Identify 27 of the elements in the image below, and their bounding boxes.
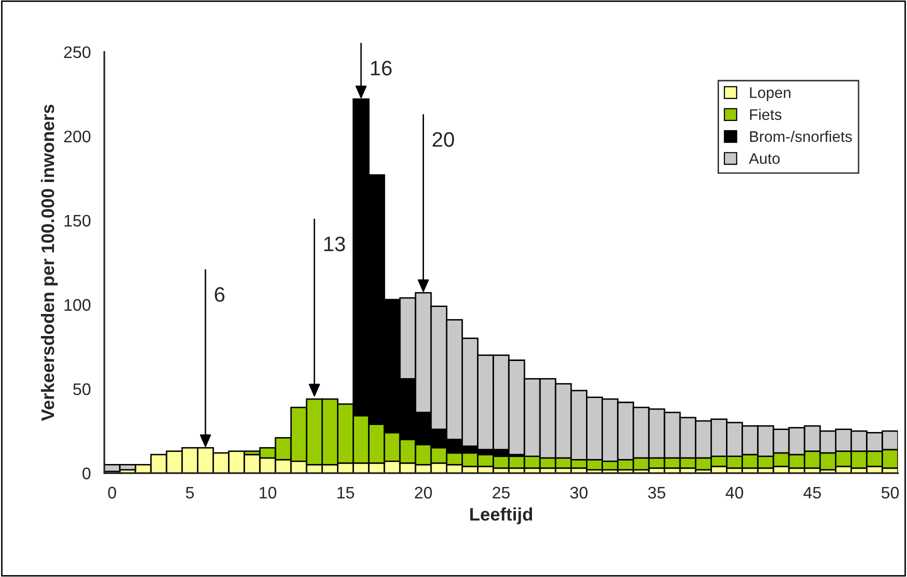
y-tick-label: 0 xyxy=(82,468,90,480)
legend-label: Brom-/snorfiets xyxy=(750,130,852,142)
y-axis-title: Verkeersdoden per 100.000 inwoners xyxy=(40,104,58,421)
legend-label: Lopen xyxy=(750,87,790,102)
x-tick-label: 25 xyxy=(492,486,510,499)
y-tick-label: 150 xyxy=(64,214,90,227)
y-tick-label: 250 xyxy=(64,46,90,58)
y-tick-label: 50 xyxy=(73,383,90,396)
y-tick-label: 100 xyxy=(64,299,90,311)
x-tick-label: 15 xyxy=(338,486,354,499)
x-tick-label: 45 xyxy=(803,486,821,499)
annotation: 6 xyxy=(214,287,224,302)
x-tick-label: 0 xyxy=(108,486,116,499)
legend-label: Fiets xyxy=(750,108,782,120)
x-tick-label: 20 xyxy=(414,486,432,499)
x-tick-label: 40 xyxy=(726,486,744,499)
annotation: 13 xyxy=(324,236,345,252)
x-tick-label: 35 xyxy=(648,486,666,499)
legend-label: Auto xyxy=(748,153,780,164)
x-tick-label: 30 xyxy=(570,486,588,499)
y-tick-label: 200 xyxy=(64,130,90,142)
annotation: 20 xyxy=(432,132,454,147)
x-axis-title: Leeftijd xyxy=(470,507,532,524)
x-tick-label: 50 xyxy=(882,486,899,499)
x-tick-label: 5 xyxy=(186,486,194,499)
annotation: 16 xyxy=(370,60,392,76)
x-tick-label: 10 xyxy=(260,486,276,499)
